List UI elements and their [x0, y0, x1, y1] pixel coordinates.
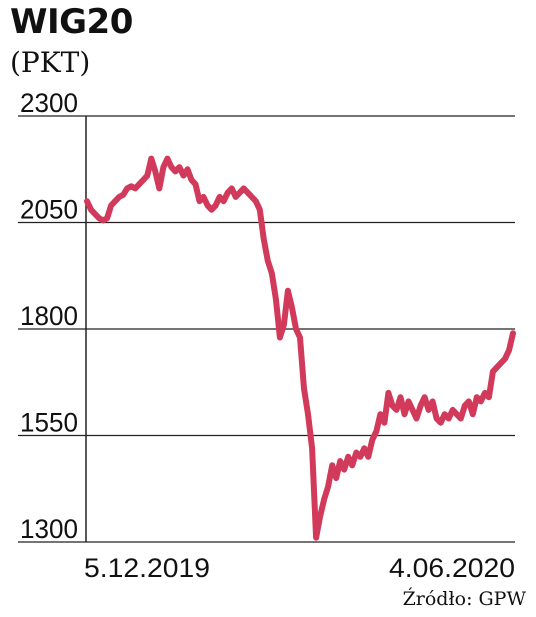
y-tick-label: 1550 [20, 408, 78, 438]
x-tick-label: 5.12.2019 [84, 553, 210, 583]
chart-title: WIG20 [10, 2, 133, 42]
grid-lines [18, 115, 515, 543]
unit-label: (PKT) [10, 46, 91, 79]
y-tick-label: 2300 [20, 88, 78, 118]
source-note: Źródło: GPW [402, 588, 526, 610]
x-axis-ticks: 5.12.2019 4.06.2020 [84, 553, 515, 583]
y-tick-label: 2050 [20, 195, 78, 225]
wig20-line [84, 155, 516, 541]
y-tick-label: 1300 [20, 514, 78, 544]
y-axis-ticks: 1300 1550 1800 2050 2300 [20, 88, 78, 544]
y-tick-label: 1800 [20, 301, 78, 331]
x-tick-label: 4.06.2020 [389, 553, 515, 583]
